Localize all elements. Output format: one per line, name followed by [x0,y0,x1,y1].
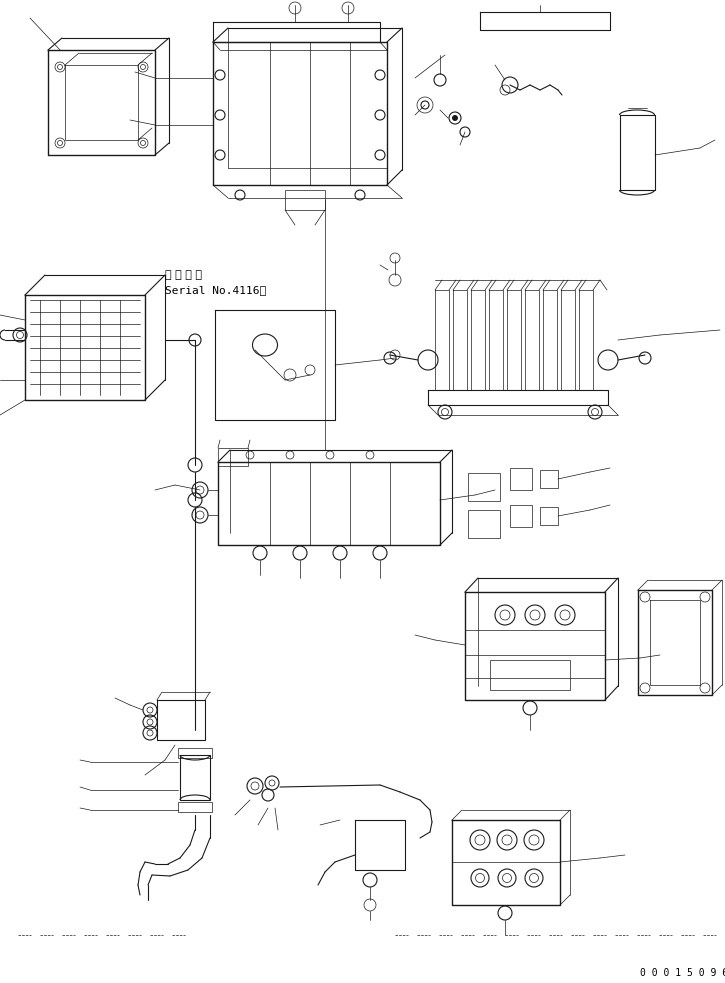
Bar [510,468,532,490]
Text: Serial No.4116～: Serial No.4116～ [165,285,266,295]
Bar [180,755,210,800]
Bar [178,748,212,758]
Bar [540,470,558,488]
Bar [178,802,212,812]
Bar [468,510,500,538]
Bar [540,507,558,525]
Bar [490,660,570,690]
Text: 0 0 0 1 5 0 9 6: 0 0 0 1 5 0 9 6 [640,968,725,978]
Bar [285,190,325,210]
Bar [510,505,532,527]
Bar [468,473,500,501]
Text: 適 用 号 機: 適 用 号 機 [165,270,202,280]
Bar [218,448,248,466]
Circle shape [452,115,458,121]
